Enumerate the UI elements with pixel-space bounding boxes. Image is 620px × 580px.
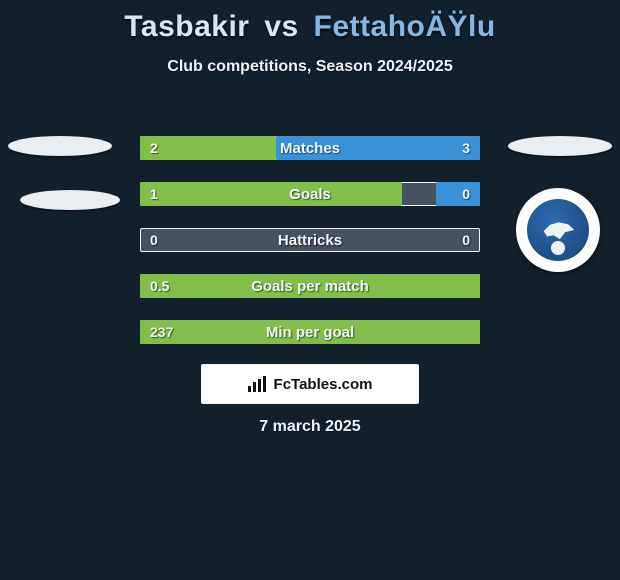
stat-row: 10Goals	[140, 182, 480, 206]
stat-row: 23Matches	[140, 136, 480, 160]
left-club-placeholder-2	[20, 190, 120, 210]
player1-name: Tasbakir	[124, 10, 249, 43]
left-club-placeholder-1	[8, 136, 112, 156]
right-club-placeholder-1	[508, 136, 612, 156]
left-fill	[140, 182, 402, 206]
club-badge-emblem	[527, 199, 589, 261]
brand-card: FcTables.com	[201, 364, 419, 404]
left-fill	[140, 136, 276, 160]
player2-name: FettahoÄŸlu	[314, 10, 496, 43]
comparison-infographic: Tasbakir vs FettahoÄŸlu Club competition…	[0, 10, 620, 580]
stat-row: 0.5Goals per match	[140, 274, 480, 298]
eagle-icon	[540, 217, 576, 243]
date-label: 7 march 2025	[0, 418, 620, 436]
ball-icon	[551, 241, 565, 255]
right-fill	[436, 182, 480, 206]
left-fill	[140, 274, 480, 298]
bar-chart-icon	[248, 376, 268, 392]
page-title: Tasbakir vs FettahoÄŸlu	[0, 10, 620, 44]
stat-row: 00Hattricks	[140, 228, 480, 252]
stat-rows: 23Matches 10Goals 00Hattricks 0.5Goals per …	[140, 136, 480, 366]
stat-row: 237Min per goal	[140, 320, 480, 344]
brand-label: FcTables.com	[274, 376, 373, 393]
subtitle: Club competitions, Season 2024/2025	[0, 58, 620, 76]
row-track	[140, 228, 480, 252]
vs-label: vs	[264, 10, 298, 43]
right-fill	[276, 136, 480, 160]
left-fill	[140, 320, 480, 344]
right-club-badge	[516, 188, 600, 272]
